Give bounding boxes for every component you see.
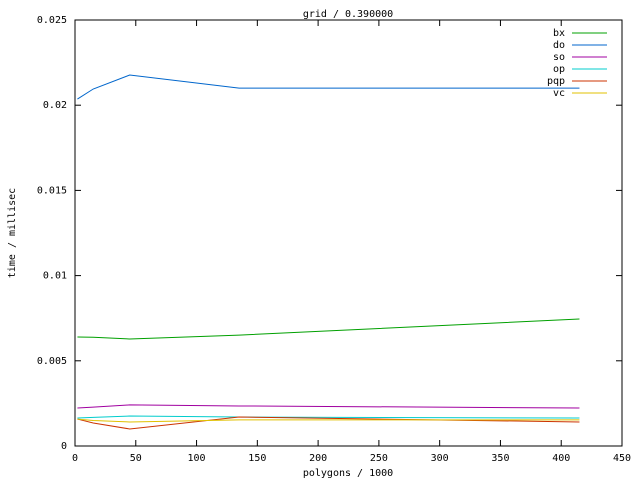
- x-tick-label: 250: [370, 453, 388, 464]
- y-tick-label: 0.025: [37, 15, 67, 26]
- x-tick-label: 350: [491, 453, 509, 464]
- legend-label: vc: [553, 88, 565, 99]
- y-tick-label: 0.005: [37, 356, 67, 367]
- x-tick-label: 200: [309, 453, 327, 464]
- data-line: [77, 318, 580, 340]
- y-tick-label: 0: [61, 441, 67, 452]
- data-line: [77, 404, 580, 409]
- legend-label: so: [553, 52, 565, 63]
- chart-title: grid / 0.390000: [303, 9, 393, 20]
- y-tick-label: 0.01: [43, 271, 67, 282]
- legend-label: do: [553, 40, 565, 51]
- data-line: [77, 74, 580, 100]
- legend-label: op: [553, 64, 565, 75]
- x-tick-label: 150: [248, 453, 266, 464]
- y-tick-label: 0.015: [37, 185, 67, 196]
- x-tick-label: 400: [552, 453, 570, 464]
- x-tick-label: 100: [188, 453, 206, 464]
- x-axis-label: polygons / 1000: [303, 468, 393, 479]
- data-line: [77, 416, 580, 430]
- plot-border: [74, 19, 623, 447]
- data-line: [77, 415, 580, 419]
- y-tick-label: 0.02: [43, 100, 67, 111]
- legend-label: pqp: [547, 76, 565, 87]
- x-tick-label: 300: [431, 453, 449, 464]
- y-axis-label: time / millisec: [7, 188, 18, 278]
- x-tick-label: 0: [72, 453, 78, 464]
- legend-label: bx: [553, 28, 565, 39]
- data-line: [77, 418, 580, 423]
- x-tick-label: 50: [130, 453, 142, 464]
- x-tick-label: 450: [613, 453, 631, 464]
